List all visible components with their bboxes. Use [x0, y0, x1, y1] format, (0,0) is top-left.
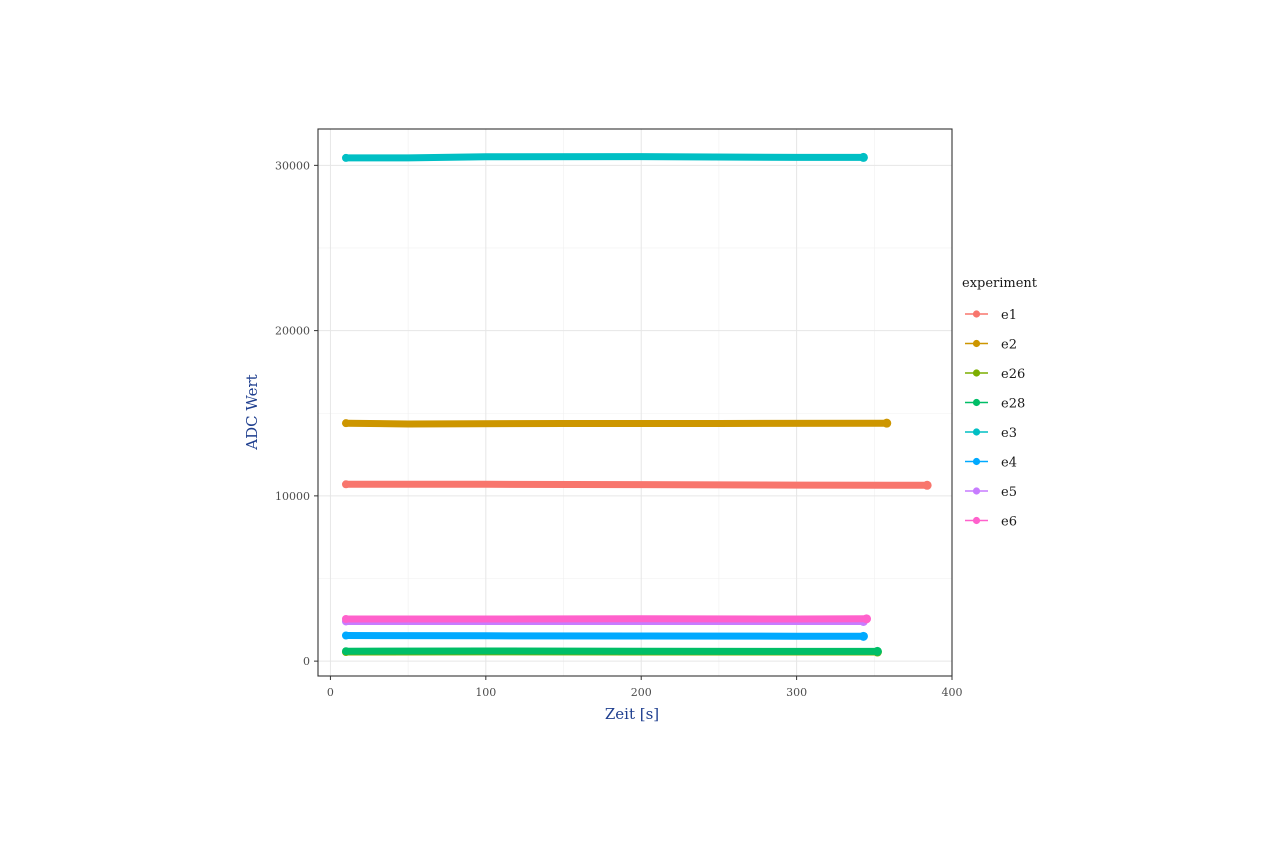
- legend-items: e1 e2 e26 e28 e3 e4 e5 e6: [965, 308, 1025, 530]
- x-tick-label: 100: [475, 686, 496, 699]
- series-point-e3: [341, 153, 350, 162]
- legend-item-e3: e3: [965, 426, 1017, 441]
- legend-key-point: [972, 428, 981, 436]
- grid-minor: [318, 129, 952, 676]
- x-tick-label: 200: [631, 686, 652, 699]
- series-point-e3: [858, 152, 868, 162]
- series-point-e6: [341, 614, 350, 623]
- legend-item-e26: e26: [965, 367, 1025, 382]
- y-tick-label: 30000: [275, 159, 310, 172]
- legend-label: e1: [1001, 308, 1017, 323]
- legend-item-e2: e2: [965, 338, 1017, 353]
- legend-key-point: [972, 310, 981, 318]
- legend-key-point: [972, 398, 981, 407]
- series-point-e2: [882, 418, 892, 428]
- legend-label: e4: [1001, 456, 1017, 471]
- panel-background: [318, 129, 952, 676]
- series-layer: [341, 152, 932, 657]
- legend-label: e28: [1001, 397, 1025, 412]
- series-line-e2: [342, 419, 891, 428]
- series-point-e28: [341, 647, 350, 656]
- series-point-e6: [862, 614, 872, 624]
- legend-item-e5: e5: [965, 485, 1017, 500]
- series-line-e1: [342, 480, 931, 489]
- legend-label: e2: [1001, 338, 1017, 353]
- panel-border: [317, 128, 953, 677]
- legend-label: e6: [1001, 515, 1017, 530]
- legend-key-point: [972, 516, 981, 525]
- series-point-e28: [872, 646, 882, 656]
- legend-item-e4: e4: [965, 456, 1017, 471]
- series-line-e4: [342, 632, 867, 640]
- series-point-e4: [858, 631, 868, 641]
- legend-key-point: [972, 457, 981, 466]
- y-axis: 0 10000 20000 30000: [275, 159, 318, 668]
- x-tick-label: 400: [942, 686, 963, 699]
- y-tick-label: 0: [303, 655, 310, 668]
- series-point-e1: [341, 480, 350, 489]
- x-tick-label: 300: [786, 686, 807, 699]
- legend-title: experiment: [962, 276, 1038, 291]
- series-point-e4: [341, 631, 350, 640]
- y-tick-label: 20000: [275, 325, 310, 338]
- legend-item-e28: e28: [965, 397, 1025, 412]
- legend-label: e26: [1001, 367, 1025, 382]
- legend-key-point: [972, 487, 981, 495]
- legend: experiment e1 e2 e26 e28 e3 e4 e5 e6: [962, 276, 1038, 530]
- legend-key-point: [972, 369, 981, 377]
- x-tick-label: 0: [327, 686, 334, 699]
- legend-key-point: [972, 339, 981, 348]
- legend-label: e5: [1001, 485, 1017, 500]
- series-point-e1: [922, 480, 932, 490]
- legend-label: e3: [1001, 426, 1017, 441]
- series-line-e3: [342, 153, 867, 162]
- y-axis-title: ADC Wert: [243, 374, 261, 450]
- series-point-e2: [341, 419, 350, 428]
- x-axis-title: Zeit [s]: [605, 705, 659, 723]
- x-axis: 0 100 200 300 400: [327, 676, 963, 699]
- legend-item-e6: e6: [965, 515, 1017, 530]
- legend-item-e1: e1: [965, 308, 1017, 323]
- y-tick-label: 10000: [275, 490, 310, 503]
